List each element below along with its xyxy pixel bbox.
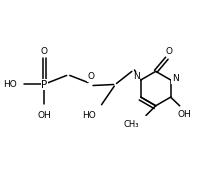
Text: O: O	[87, 72, 94, 81]
Text: O: O	[165, 47, 172, 56]
Text: CH₃: CH₃	[123, 120, 138, 129]
Text: O: O	[41, 47, 48, 56]
Text: HO: HO	[82, 111, 96, 120]
Text: HO: HO	[4, 80, 17, 89]
Text: OH: OH	[177, 110, 190, 119]
Text: P: P	[41, 79, 47, 90]
Text: OH: OH	[37, 111, 51, 120]
Text: N: N	[171, 74, 178, 83]
Text: N: N	[132, 72, 139, 81]
